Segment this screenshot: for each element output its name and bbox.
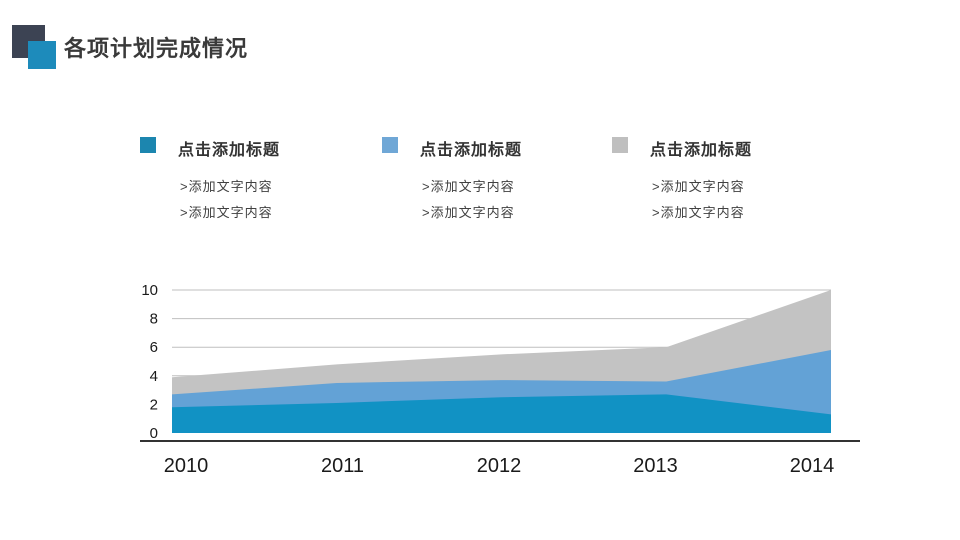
legend-text-item[interactable]: >添加文字内容	[180, 205, 273, 220]
slide-header: 各项计划完成情况	[0, 0, 960, 80]
legend-swatch-1	[140, 137, 156, 153]
legend-block-2: 点击添加标题 >添加文字内容 >添加文字内容	[382, 136, 617, 226]
y-axis-label: 2	[150, 396, 158, 413]
y-axis-label: 6	[150, 339, 158, 356]
legend-text-item[interactable]: >添加文字内容	[180, 179, 273, 194]
legend-swatch-2	[382, 137, 398, 153]
legend-text-item[interactable]: >添加文字内容	[422, 205, 515, 220]
x-axis-label: 2014	[790, 455, 835, 477]
x-axis-label: 2011	[321, 455, 364, 477]
x-axis-label: 2010	[164, 455, 209, 477]
y-axis-label: 4	[150, 368, 158, 385]
legend-text-item[interactable]: >添加文字内容	[652, 205, 745, 220]
legend-title-3[interactable]: 点击添加标题	[650, 142, 753, 159]
legend-title-1[interactable]: 点击添加标题	[178, 142, 281, 159]
legend-swatch-3	[612, 137, 628, 153]
title-accent-blue-square	[28, 41, 56, 69]
y-axis-label: 8	[150, 311, 158, 328]
area-chart: 0 2 4 6 8 10 2010 2011 2012 2013 2014	[140, 282, 860, 477]
legend-block-3: 点击添加标题 >添加文字内容 >添加文字内容	[612, 136, 847, 226]
y-axis-label: 0	[150, 425, 158, 442]
legend-text-item[interactable]: >添加文字内容	[422, 179, 515, 194]
x-axis-label: 2013	[633, 455, 678, 477]
legend-title-2[interactable]: 点击添加标题	[420, 142, 523, 159]
page-title: 各项计划完成情况	[64, 36, 249, 61]
y-axis-label: 10	[141, 282, 158, 299]
area-series-1	[172, 394, 831, 433]
legend-text-item[interactable]: >添加文字内容	[652, 179, 745, 194]
legend-block-1: 点击添加标题 >添加文字内容 >添加文字内容	[140, 136, 375, 226]
x-axis-label: 2012	[477, 455, 522, 477]
